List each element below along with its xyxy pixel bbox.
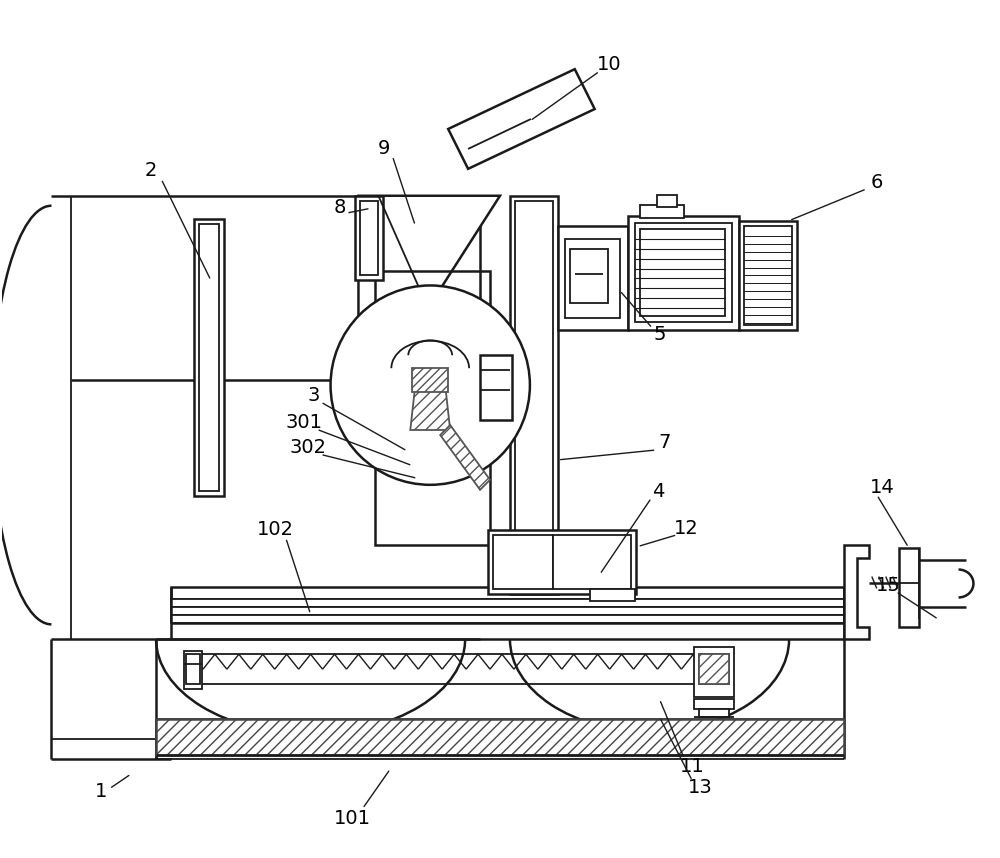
Bar <box>480 355 512 420</box>
Bar <box>171 607 844 615</box>
Bar <box>355 196 383 281</box>
Bar <box>640 205 684 218</box>
Polygon shape <box>410 385 450 430</box>
Text: 6: 6 <box>871 173 883 192</box>
Text: 11: 11 <box>680 758 705 776</box>
Bar <box>171 615 844 624</box>
Bar <box>375 270 490 545</box>
Text: 302: 302 <box>289 438 326 457</box>
Text: 2: 2 <box>145 161 157 180</box>
Bar <box>360 201 378 275</box>
Polygon shape <box>448 69 595 169</box>
Text: 7: 7 <box>658 433 671 452</box>
Bar <box>488 529 636 595</box>
Bar <box>184 651 202 689</box>
Bar <box>694 699 734 709</box>
Bar <box>553 535 631 589</box>
Text: 4: 4 <box>652 482 665 501</box>
Text: 9: 9 <box>378 139 391 159</box>
Bar <box>899 547 919 627</box>
Polygon shape <box>156 719 844 755</box>
Text: 3: 3 <box>307 385 320 405</box>
Circle shape <box>331 286 530 485</box>
Text: 14: 14 <box>869 478 894 498</box>
Polygon shape <box>412 368 448 392</box>
Bar <box>171 600 844 607</box>
Text: 8: 8 <box>333 198 346 217</box>
Bar <box>565 239 620 318</box>
Bar <box>171 588 844 600</box>
Polygon shape <box>699 655 729 684</box>
Text: 10: 10 <box>597 55 622 74</box>
Bar <box>199 224 219 491</box>
Bar <box>558 226 628 330</box>
Bar <box>628 215 739 330</box>
Text: 301: 301 <box>285 413 322 432</box>
Bar <box>635 223 732 323</box>
Text: 102: 102 <box>257 520 294 539</box>
Text: 1: 1 <box>95 782 107 801</box>
Polygon shape <box>844 545 869 639</box>
Bar <box>570 249 608 304</box>
Text: 12: 12 <box>674 519 699 538</box>
Text: 101: 101 <box>334 809 371 828</box>
Bar <box>744 226 792 325</box>
Bar <box>694 647 734 698</box>
Bar <box>699 655 729 684</box>
Bar <box>194 219 224 496</box>
Bar <box>640 228 725 317</box>
Bar <box>590 589 635 601</box>
Bar <box>510 196 558 595</box>
Bar <box>699 709 729 717</box>
Bar <box>186 655 200 684</box>
Text: 5: 5 <box>653 325 666 344</box>
Text: 13: 13 <box>688 778 713 797</box>
Polygon shape <box>440 425 490 490</box>
Bar <box>657 195 677 207</box>
Bar <box>493 535 553 589</box>
Bar <box>515 201 553 589</box>
Bar <box>739 221 797 330</box>
Text: 15: 15 <box>876 576 901 595</box>
Polygon shape <box>358 196 500 320</box>
